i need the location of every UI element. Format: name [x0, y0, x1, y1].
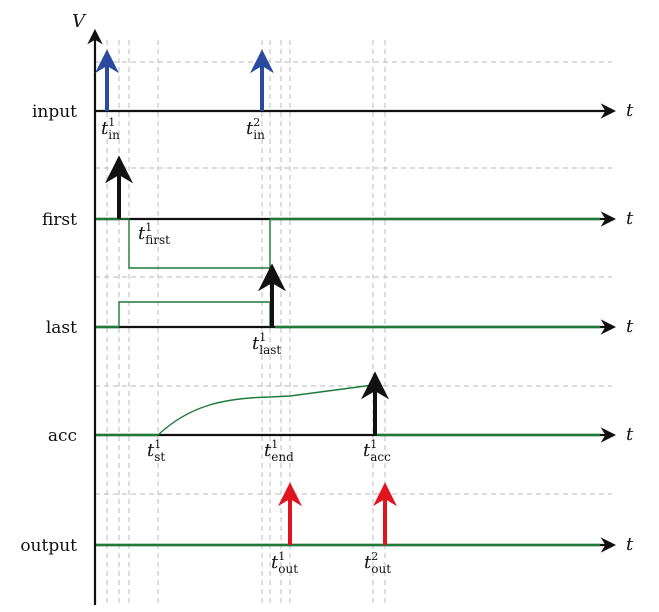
- row-last: last t t1 last: [46, 263, 634, 357]
- time-label-last: t: [626, 316, 634, 337]
- row-label-last: last: [46, 318, 77, 338]
- first-potential-trace: [119, 218, 271, 269]
- label-t-in-1: t1 in: [101, 116, 120, 142]
- row-output: output t t1 out t2 out: [20, 482, 634, 576]
- label-t-out-2: t2 out: [364, 550, 391, 576]
- time-label-output: t: [626, 534, 634, 555]
- label-t-last-1: t1 last: [252, 331, 281, 357]
- time-label-acc: t: [626, 424, 634, 445]
- row-label-acc: acc: [48, 426, 77, 446]
- v-axis-label: V: [72, 11, 87, 32]
- label-t-st-1: t1 st: [147, 438, 165, 464]
- label-t-end-1: t1 end: [264, 438, 294, 464]
- row-label-first: first: [42, 210, 77, 230]
- time-label-input: t: [626, 100, 634, 121]
- label-t-in-2: t2 in: [246, 116, 265, 142]
- last-potential-trace: [118, 301, 271, 327]
- row-label-output: output: [20, 536, 77, 556]
- label-t-first-1: t1 first: [138, 221, 170, 247]
- row-input: input t t1 in t2 in: [32, 49, 634, 142]
- time-label-first: t: [626, 208, 634, 229]
- acc-potential-trace: [157, 384, 374, 436]
- label-t-out-1: t1 out: [271, 550, 298, 576]
- row-first: first t t1 first: [42, 155, 634, 269]
- horizontal-guides: [95, 61, 612, 495]
- row-label-input: input: [32, 102, 77, 122]
- label-t-acc-1: t1 acc: [363, 438, 391, 464]
- row-acc: acc t t1 st t1 end t1 acc: [48, 371, 634, 464]
